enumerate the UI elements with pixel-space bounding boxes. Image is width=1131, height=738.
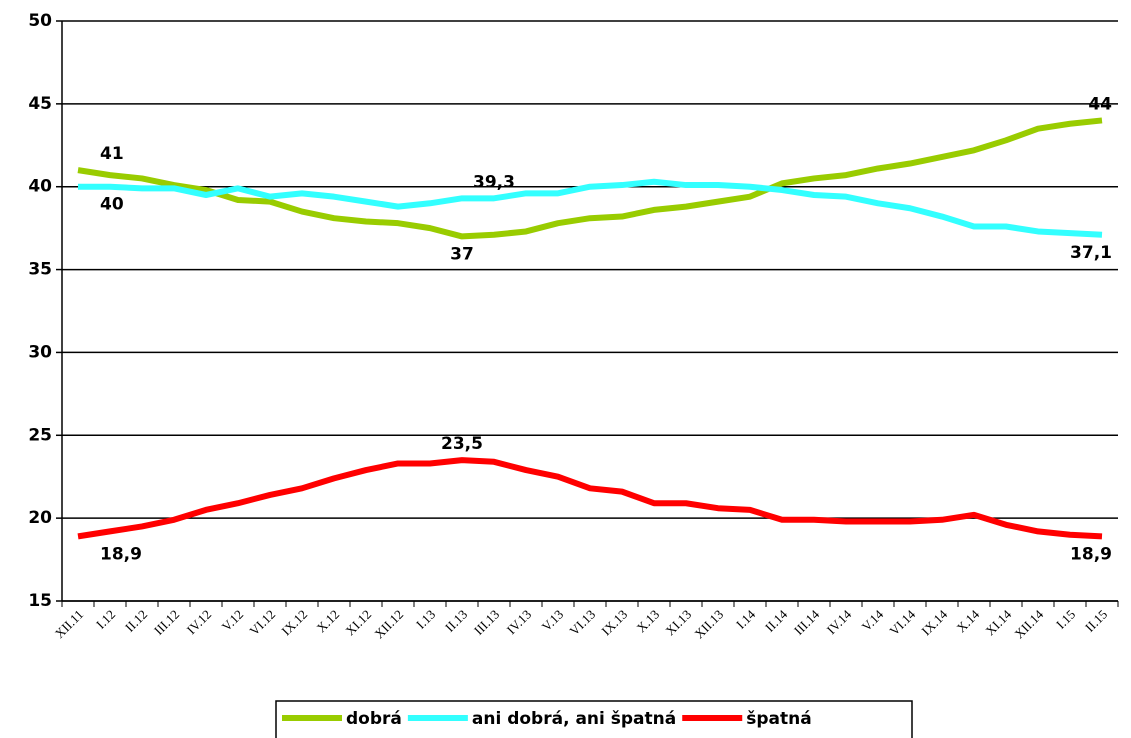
data-label: 40 <box>100 195 124 215</box>
x-tick-label: IX.13 <box>598 607 630 639</box>
series-line <box>77 117 1103 240</box>
x-tick-label: III.12 <box>151 607 182 638</box>
x-tick-label: VI.13 <box>566 607 598 639</box>
y-tick-label: 50 <box>28 11 52 31</box>
x-tick-label: IX.14 <box>918 606 950 638</box>
x-tick-label: XII.12 <box>371 607 406 642</box>
x-tick-label: XI.14 <box>982 606 1014 638</box>
data-label: 37 <box>450 244 474 264</box>
x-tick-label: VI.14 <box>886 606 918 638</box>
x-tick-label: X.14 <box>953 606 982 635</box>
x-tick-label: II.14 <box>762 606 791 635</box>
legend-label: špatná <box>746 709 811 729</box>
y-tick-label: 20 <box>28 508 52 528</box>
x-tick-label: X.13 <box>633 607 662 636</box>
x-tick-label: II.12 <box>122 607 150 635</box>
y-tick-label: 15 <box>28 591 52 611</box>
x-tick-label: II.15 <box>1082 607 1110 635</box>
data-label: 41 <box>100 144 124 164</box>
x-tick-label: V.13 <box>539 607 567 635</box>
x-tick-label: IV.14 <box>824 606 855 637</box>
series-line <box>77 457 1103 540</box>
data-label: 18,9 <box>1070 544 1112 564</box>
y-tick-label: 30 <box>28 342 52 362</box>
legend-box <box>275 700 913 738</box>
data-label: 39,3 <box>473 172 515 192</box>
x-tick-label: I.14 <box>733 606 759 632</box>
x-tick-label: XII.11 <box>52 607 87 642</box>
y-tick-label: 45 <box>28 94 52 114</box>
x-tick-label: XII.14 <box>1011 606 1046 641</box>
x-tick-label: III.13 <box>471 607 502 638</box>
x-tick-label: II.13 <box>442 607 470 635</box>
x-tick-label: X.12 <box>313 607 342 636</box>
x-tick-label: VI.12 <box>246 607 278 639</box>
data-label: 23,5 <box>441 434 483 454</box>
x-tick-label: I.13 <box>413 607 438 632</box>
x-tick-label: IV.13 <box>504 607 535 638</box>
y-tick-label: 40 <box>28 177 52 197</box>
x-tick-label: IV.12 <box>184 607 215 638</box>
data-label: 37,1 <box>1070 243 1112 263</box>
legend-label: dobrá <box>346 709 402 729</box>
data-label: 18,9 <box>100 544 142 564</box>
legend-label: ani dobrá, ani špatná <box>472 709 676 729</box>
series-line <box>78 178 1103 238</box>
x-tick-label: I.12 <box>93 607 118 632</box>
x-tick-label: I.15 <box>1053 607 1078 632</box>
x-tick-label: XI.13 <box>662 607 694 639</box>
x-tick-label: III.14 <box>791 606 823 638</box>
x-tick-label: XII.13 <box>691 607 726 642</box>
x-tick-label: IX.12 <box>278 607 310 639</box>
x-tick-label: V.14 <box>859 606 887 634</box>
x-tick-label: XI.12 <box>342 607 374 639</box>
y-tick-label: 35 <box>28 260 52 280</box>
legend: dobrá ani dobrá, ani špatná špatná <box>282 709 812 729</box>
data-label: 44 <box>1088 94 1112 114</box>
x-tick-label: V.12 <box>219 607 247 635</box>
y-tick-label: 25 <box>28 425 52 445</box>
